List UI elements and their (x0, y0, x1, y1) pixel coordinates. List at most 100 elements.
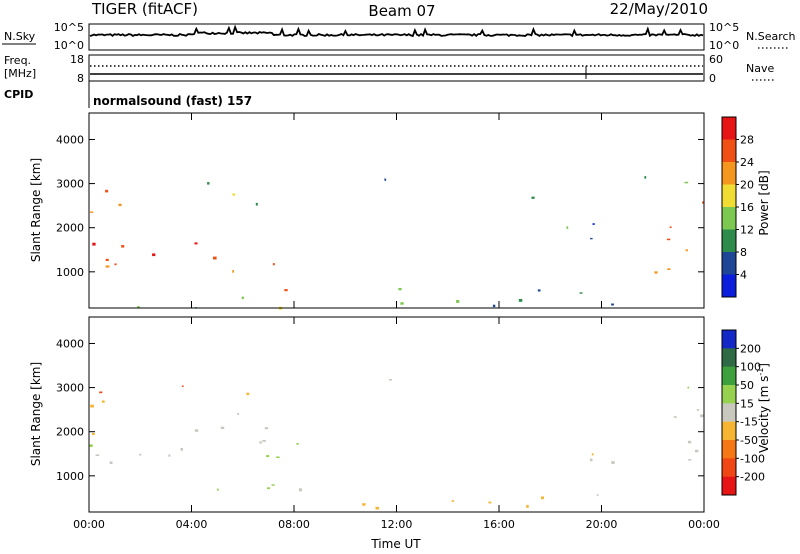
echo-cell (592, 223, 595, 225)
colorbar-swatch (722, 139, 736, 163)
y-tick-label: 1000 (56, 470, 84, 483)
cpid-label: CPID (4, 88, 33, 101)
echo-cell (232, 270, 234, 273)
colorbar-swatch (722, 117, 736, 140)
colorbar-swatch (722, 403, 736, 422)
echo-cell (137, 306, 140, 308)
colorbar-tick-label: 12 (740, 224, 754, 237)
colorbar-tick-label: 100 (740, 361, 761, 374)
power-ylabel: Slant Range [km] (29, 158, 43, 262)
echo-cell (687, 386, 690, 389)
echo-cell (694, 449, 699, 453)
power-echoes (90, 176, 704, 310)
echo-cell (384, 178, 387, 181)
echo-cell (537, 289, 541, 292)
echo-cell (596, 494, 599, 496)
x-tick-label: 04:00 (176, 518, 208, 531)
echo-cell (99, 391, 103, 394)
colorbar-tick-label: 200 (740, 342, 761, 355)
x-tick-label: 00:00 (688, 518, 720, 531)
echo-cell (109, 461, 113, 465)
velocity-x-axis: 00:00 04:00 08:00 12:00 16:00 20:00 00:00 (73, 317, 720, 531)
echo-cell (702, 201, 704, 204)
echo-cell (101, 400, 105, 403)
nsky-tick-low: 10^0 (54, 39, 84, 52)
echo-cell (666, 238, 671, 241)
echo-cell (398, 288, 402, 291)
echo-cell (207, 182, 210, 185)
echo-cell (526, 504, 529, 508)
echo-cell (685, 249, 688, 252)
echo-cell (114, 263, 117, 266)
echo-cell (220, 426, 225, 429)
echo-cell (90, 211, 94, 213)
echo-cell (181, 385, 184, 387)
colorbar-swatch (722, 366, 736, 386)
cpid-panel: CPID normalsound (fast) 157 (4, 81, 252, 108)
colorbar-tick-label: 24 (740, 156, 754, 169)
echo-cell (95, 454, 100, 456)
velocity-label-text: Velocity [m s (757, 376, 771, 453)
freq-panel: Freq. [MHz] 18 8 60 0 Nave (4, 53, 774, 85)
velocity-label-exp: -1 (756, 368, 765, 376)
echo-cell (400, 302, 404, 305)
date-title: 22/May/2010 (610, 0, 708, 18)
freq-label: Freq. (4, 54, 31, 67)
echo-cell (90, 404, 94, 408)
x-tick-label: 12:00 (381, 518, 413, 531)
colorbar-swatch (722, 348, 736, 367)
echo-cell (590, 237, 593, 240)
echo-cell (272, 263, 275, 266)
echo-cell (241, 296, 244, 300)
echo-cell (579, 292, 583, 294)
echo-cell (194, 242, 198, 245)
echo-cell (298, 488, 302, 492)
colorbar-swatch (722, 385, 736, 404)
velocity-colorbar: 200 100 50 15 -15 -50 -100 -200 (721, 329, 765, 496)
colorbar-swatch (722, 162, 736, 185)
echo-cell (518, 299, 523, 302)
power-panel-frame (88, 112, 705, 309)
colorbar-swatch (722, 274, 736, 298)
y-tick-label: 3000 (56, 382, 84, 395)
echo-cell (362, 503, 366, 506)
y-tick-label: 1000 (56, 266, 84, 279)
velocity-panel-frame (88, 316, 705, 513)
echo-cell (456, 300, 460, 303)
nave-label: Nave (746, 62, 774, 75)
colorbar-swatch (722, 229, 736, 253)
echo-cell (591, 453, 594, 456)
echo-cell (488, 501, 492, 504)
cpid-value: normalsound (fast) 157 (93, 94, 252, 108)
echo-cell (255, 202, 258, 206)
echo-cell (180, 448, 183, 451)
nsearch-label: N.Search (746, 30, 796, 43)
nave-tick-high: 60 (709, 53, 723, 66)
nsky-panel: N.Sky 10^5 10^0 10^5 10^0 N.Search (2, 21, 796, 52)
velocity-echoes (89, 379, 704, 510)
x-tick-label: 08:00 (278, 518, 310, 531)
y-tick-label: 2000 (56, 222, 84, 235)
echo-cell (271, 484, 275, 486)
echo-cell (194, 429, 199, 432)
echo-cell (566, 226, 569, 229)
colorbar-tick-label: 20 (740, 179, 754, 192)
echo-cell (644, 176, 647, 179)
colorbar-tick-label: 8 (740, 246, 747, 259)
echo-cell (92, 432, 95, 436)
echo-cell (267, 487, 271, 490)
x-tick-label: 00:00 (73, 518, 105, 531)
freq-panel-frame (88, 54, 705, 82)
echo-cell (262, 440, 266, 442)
nsky-panel-frame (88, 23, 705, 51)
echo-cell (296, 443, 299, 445)
colorbar-tick-label: -200 (740, 471, 765, 484)
colorbar-tick-label: -15 (740, 416, 758, 429)
nsearch-tick-high: 10^5 (709, 21, 739, 34)
echo-cell (492, 304, 496, 308)
echo-cell (105, 265, 110, 268)
echo-cell (696, 409, 700, 411)
echo-cell (688, 459, 692, 461)
freq-tick-low: 8 (77, 72, 84, 85)
